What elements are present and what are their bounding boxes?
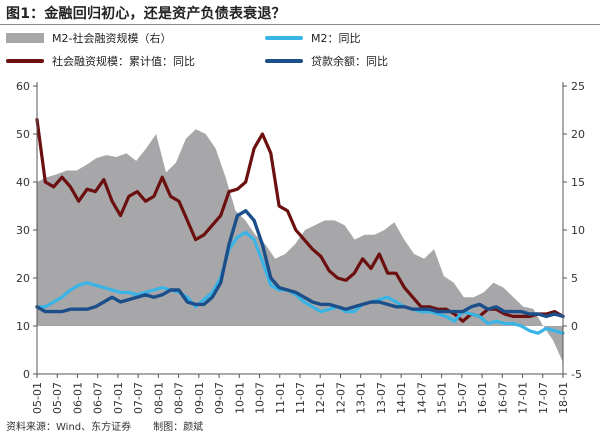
x-tick-label: 17-01 (517, 382, 530, 414)
x-tick-label: 12-07 (334, 382, 347, 414)
legend-swatch-loans (265, 59, 303, 63)
y-right-tick-label: -5 (571, 368, 582, 381)
legend-swatch-area (6, 33, 44, 43)
x-tick-label: 09-01 (193, 382, 206, 414)
legend-item-social-financing: 社会融资规模：累计值：同比 (6, 53, 195, 69)
x-tick-label: 06-07 (92, 382, 105, 414)
y-left-tick-label: 40 (16, 176, 30, 189)
x-tick-label: 13-01 (355, 382, 368, 414)
y-right-tick-label: 5 (571, 272, 578, 285)
x-tick-label: 10-07 (254, 382, 267, 414)
y-right-tick-label: 15 (571, 176, 585, 189)
y-left-tick-label: 0 (23, 368, 30, 381)
legend-label-m2: M2：同比 (311, 32, 361, 45)
y-right-tick-label: 25 (571, 80, 585, 93)
x-tick-label: 18-01 (557, 382, 570, 414)
chart-title: 图1：金融回归初心，还是资产负债表衰退？ (6, 6, 286, 22)
y-right-tick-label: 20 (571, 128, 585, 141)
series-line-m2 (35, 230, 565, 335)
legend-item-loans: 贷款余额：同比 (265, 53, 388, 69)
y-left-tick-label: 30 (16, 224, 30, 237)
source-text: 资料来源：Wind、东方证券 (6, 422, 132, 433)
x-tick-label: 08-07 (173, 382, 186, 414)
title-divider (0, 24, 600, 25)
legend-item-area: M2-社会融资规模（右） (6, 30, 171, 46)
x-tick-label: 07-07 (132, 382, 145, 414)
x-tick-label: 15-01 (436, 382, 449, 414)
x-tick-label: 17-07 (537, 382, 550, 414)
y-left-tick-label: 20 (16, 272, 30, 285)
series-line-loans (35, 209, 565, 319)
author-text: 制图：颜斌 (153, 422, 204, 433)
x-tick-label: 06-01 (71, 382, 84, 414)
x-tick-label: 05-01 (31, 382, 44, 414)
series-area-m2-minus-social-financing (37, 129, 563, 363)
legend-label-social-financing: 社会融资规模：累计值：同比 (52, 55, 195, 68)
x-tick-label: 07-01 (112, 382, 125, 414)
y-right-tick-label: 10 (571, 224, 585, 237)
legend-label-loans: 贷款余额：同比 (311, 55, 388, 68)
x-tick-label: 10-01 (233, 382, 246, 414)
x-tick-label: 08-01 (152, 382, 165, 414)
x-tick-label: 15-07 (456, 382, 469, 414)
x-tick-label: 16-01 (476, 382, 489, 414)
y-right-tick-label: 0 (571, 320, 578, 333)
x-tick-label: 11-07 (294, 382, 307, 414)
legend-item-m2: M2：同比 (265, 30, 361, 46)
legend-label-area: M2-社会融资规模（右） (52, 32, 172, 45)
y-left-tick-label: 50 (16, 128, 30, 141)
y-left-tick-label: 10 (16, 320, 30, 333)
legend-swatch-m2 (265, 36, 303, 40)
y-left-tick-label: 60 (16, 80, 30, 93)
x-tick-label: 14-01 (395, 382, 408, 414)
x-tick-label: 05-07 (51, 382, 64, 414)
source-note: 资料来源：Wind、东方证券 制图：颜斌 (6, 418, 203, 433)
x-tick-label: 13-07 (375, 382, 388, 414)
x-tick-label: 09-07 (213, 382, 226, 414)
legend-swatch-social-financing (6, 59, 44, 63)
x-tick-label: 12-01 (314, 382, 327, 414)
x-tick-label: 16-07 (496, 382, 509, 414)
x-tick-label: 14-07 (415, 382, 428, 414)
x-tick-label: 11-01 (274, 382, 287, 414)
